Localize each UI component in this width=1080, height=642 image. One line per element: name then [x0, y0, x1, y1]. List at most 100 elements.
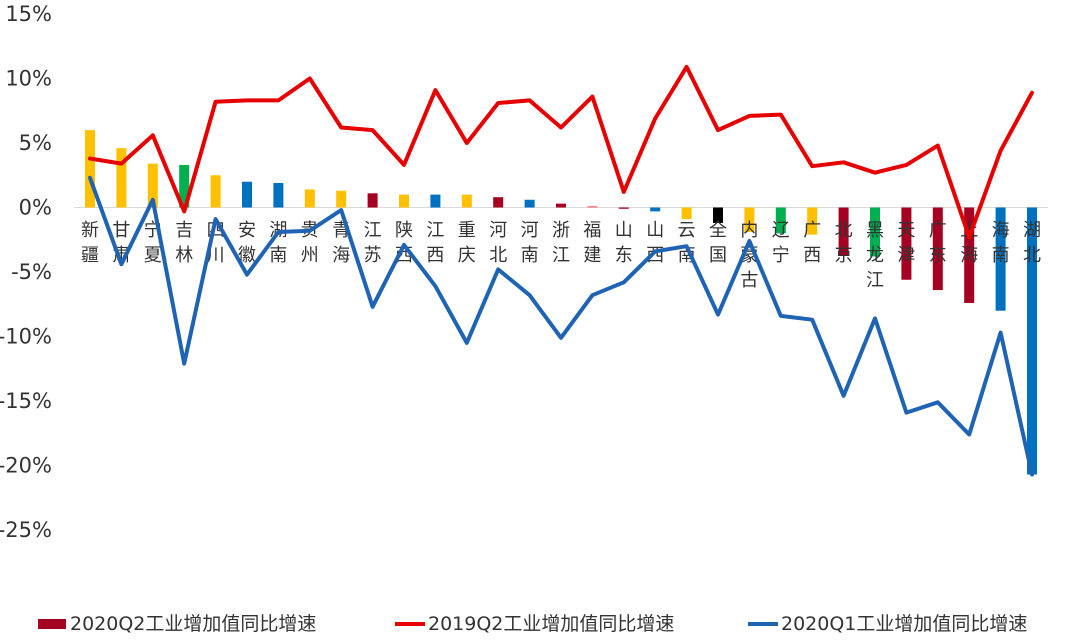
legend-label: 2019Q2工业增加值同比增速	[428, 613, 674, 635]
bar	[524, 199, 535, 208]
bar	[461, 194, 472, 208]
category-label: 夏	[144, 245, 162, 266]
y-tick-label: 15%	[5, 2, 52, 26]
category-label: 湖	[1023, 220, 1041, 241]
category-label: 吉	[175, 220, 193, 241]
category-label: 黑	[866, 220, 884, 241]
bar	[556, 203, 566, 208]
bar	[147, 163, 158, 208]
category-label: 新	[81, 220, 99, 241]
category-label: 南	[521, 245, 539, 266]
category-label: 北	[1023, 245, 1041, 266]
bar	[1027, 207, 1037, 475]
category-label: 古	[740, 270, 758, 291]
category-label: 甘	[112, 220, 130, 241]
bar	[242, 181, 252, 208]
legend-label: 2020Q2工业增加值同比增速	[70, 613, 316, 635]
category-label: 江	[364, 220, 382, 241]
series-line	[88, 175, 1034, 477]
category-label: 河	[521, 220, 539, 241]
category-label: 建	[583, 245, 601, 266]
bar	[681, 207, 692, 220]
category-label: 南	[269, 245, 287, 266]
category-label: 海	[332, 245, 350, 266]
bar	[367, 193, 378, 208]
bar	[870, 207, 880, 257]
y-tick-label: -20%	[0, 454, 52, 478]
category-label: 海	[992, 220, 1010, 241]
legend-swatch-bar	[38, 619, 66, 629]
bar	[964, 207, 975, 303]
y-tick-label: 0%	[19, 196, 52, 220]
category-label: 河	[489, 220, 507, 241]
category-label: 江	[552, 245, 570, 266]
category-label: 西	[426, 245, 444, 266]
bar	[179, 164, 190, 208]
category-label: 徽	[238, 245, 256, 266]
category-label: 广	[929, 220, 947, 241]
category-label: 江	[426, 220, 444, 241]
bar	[493, 197, 504, 208]
category-label: 津	[897, 245, 915, 266]
bar	[995, 207, 1006, 311]
category-label: 东	[929, 245, 947, 266]
bar	[210, 175, 221, 208]
category-label: 天	[897, 220, 915, 241]
category-label: 云	[678, 220, 696, 241]
bar	[304, 189, 315, 208]
category-label: 重	[458, 220, 476, 241]
category-label: 海	[960, 245, 978, 266]
series-line	[88, 64, 1034, 240]
y-tick-label: 5%	[19, 131, 52, 155]
bar	[713, 207, 723, 223]
category-label: 疆	[81, 245, 99, 266]
bar	[775, 207, 786, 234]
bar	[273, 182, 284, 208]
legend-label: 2020Q1工业增加值同比增速	[781, 613, 1027, 635]
category-label: 州	[301, 245, 319, 266]
category-label: 京	[835, 245, 853, 266]
category-label: 川	[207, 245, 225, 266]
bar	[901, 207, 912, 280]
category-label: 山	[615, 220, 633, 241]
category-label: 陕	[395, 220, 413, 241]
bar	[618, 207, 629, 209]
category-label: 北	[489, 245, 507, 266]
category-label: 东	[615, 245, 633, 266]
bar	[650, 207, 661, 212]
category-label: 苏	[364, 245, 382, 266]
category-label: 浙	[552, 220, 570, 241]
bar	[587, 206, 598, 208]
category-label: 南	[992, 245, 1010, 266]
bar	[85, 130, 95, 208]
category-label: 全	[709, 220, 727, 241]
y-tick-label: -5%	[11, 260, 52, 284]
bar	[838, 207, 849, 256]
bar	[399, 194, 409, 208]
bar	[932, 207, 943, 291]
category-label: 宁	[772, 245, 790, 266]
category-label: 山	[646, 220, 664, 241]
bar	[807, 207, 818, 235]
category-label: 北	[835, 220, 853, 241]
category-label: 西	[803, 245, 821, 266]
category-label: 庆	[458, 245, 476, 266]
category-label: 龙	[866, 245, 884, 266]
category-label: 安	[238, 220, 256, 241]
bar	[336, 190, 347, 208]
y-tick-label: -10%	[0, 325, 52, 349]
category-label: 广	[803, 220, 821, 241]
y-tick-label: -25%	[0, 518, 52, 542]
category-label: 辽	[772, 220, 790, 241]
category-label: 福	[583, 220, 601, 241]
bar	[744, 207, 755, 233]
category-label: 内	[740, 220, 758, 241]
category-label: 林	[175, 245, 193, 266]
y-tick-label: -15%	[0, 389, 52, 413]
category-label: 国	[709, 245, 727, 266]
bar	[430, 194, 441, 208]
bar	[116, 148, 127, 208]
category-label: 江	[866, 270, 884, 291]
y-tick-label: 10%	[5, 67, 52, 91]
